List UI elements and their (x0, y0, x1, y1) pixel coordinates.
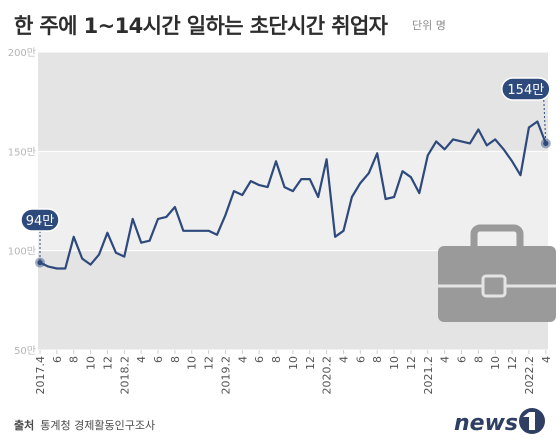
x-tick-label: 8 (68, 356, 81, 363)
x-tick-label: 2021.2 (422, 356, 435, 395)
x-tick-label: 12 (405, 356, 418, 370)
x-tick-label: 8 (371, 356, 384, 363)
x-tick-label: 6 (152, 356, 165, 363)
annotation-marker (37, 259, 43, 266)
x-tick-label: 2018.2 (118, 356, 131, 395)
x-tick-label: 2017.4 (34, 356, 47, 395)
x-tick-label: 12 (506, 356, 519, 370)
y-tick-label: 100만 (8, 246, 36, 258)
x-tick-label: 8 (169, 356, 182, 363)
x-tick-label: 10 (489, 356, 502, 370)
x-tick-label: 2022.2 (523, 356, 536, 395)
briefcase-icon (438, 224, 556, 322)
x-tick-label: 12 (203, 356, 216, 370)
x-tick-label: 6 (456, 356, 469, 363)
x-tick-label: 8 (472, 356, 485, 363)
y-tick-label: 200만 (8, 47, 36, 59)
x-tick-label: 12 (304, 356, 317, 370)
annotation-label: 154만 (507, 83, 544, 98)
annotation-marker (543, 140, 549, 146)
x-tick-label: 6 (51, 356, 64, 363)
source-note: 출처 통계청 경제활동인구조사 (14, 417, 155, 433)
chart-title: 한 주에 1~14시간 일하는 초단시간 취업자 (14, 14, 388, 38)
annotation-bubble (501, 77, 551, 101)
news1-logo: news (454, 408, 545, 436)
annotation-label: 94만 (26, 214, 55, 229)
annotation-bubble (20, 208, 60, 232)
x-tick-label: 12 (101, 356, 114, 370)
unit-label: 단위 명 (412, 19, 446, 32)
source-text: 통계청 경제활동인구조사 (40, 419, 156, 432)
x-tick-label: 10 (287, 356, 300, 370)
source-label: 출처 (14, 419, 35, 432)
x-tick-label: 10 (186, 356, 199, 370)
annotation-leader (543, 99, 547, 144)
x-tick-label: 4 (540, 356, 553, 363)
x-tick-label: 4 (439, 356, 452, 363)
y-tick-label: 50만 (14, 345, 36, 357)
x-tick-label: 10 (85, 356, 98, 370)
x-tick-label: 4 (236, 356, 249, 363)
x-tick-label: 8 (270, 356, 283, 363)
x-tick-label: 6 (253, 356, 266, 363)
x-tick-label: 4 (337, 356, 350, 363)
x-tick-label: 10 (388, 356, 401, 370)
x-tick-label: 6 (354, 356, 367, 363)
plot-band (38, 52, 548, 152)
y-tick-label: 150만 (8, 146, 36, 158)
series-line (39, 120, 547, 270)
svg-text:news: news (454, 411, 518, 436)
x-tick-label: 2020.2 (321, 356, 334, 395)
x-tick-label: 4 (135, 356, 148, 363)
x-tick-label: 2019.2 (219, 356, 232, 395)
